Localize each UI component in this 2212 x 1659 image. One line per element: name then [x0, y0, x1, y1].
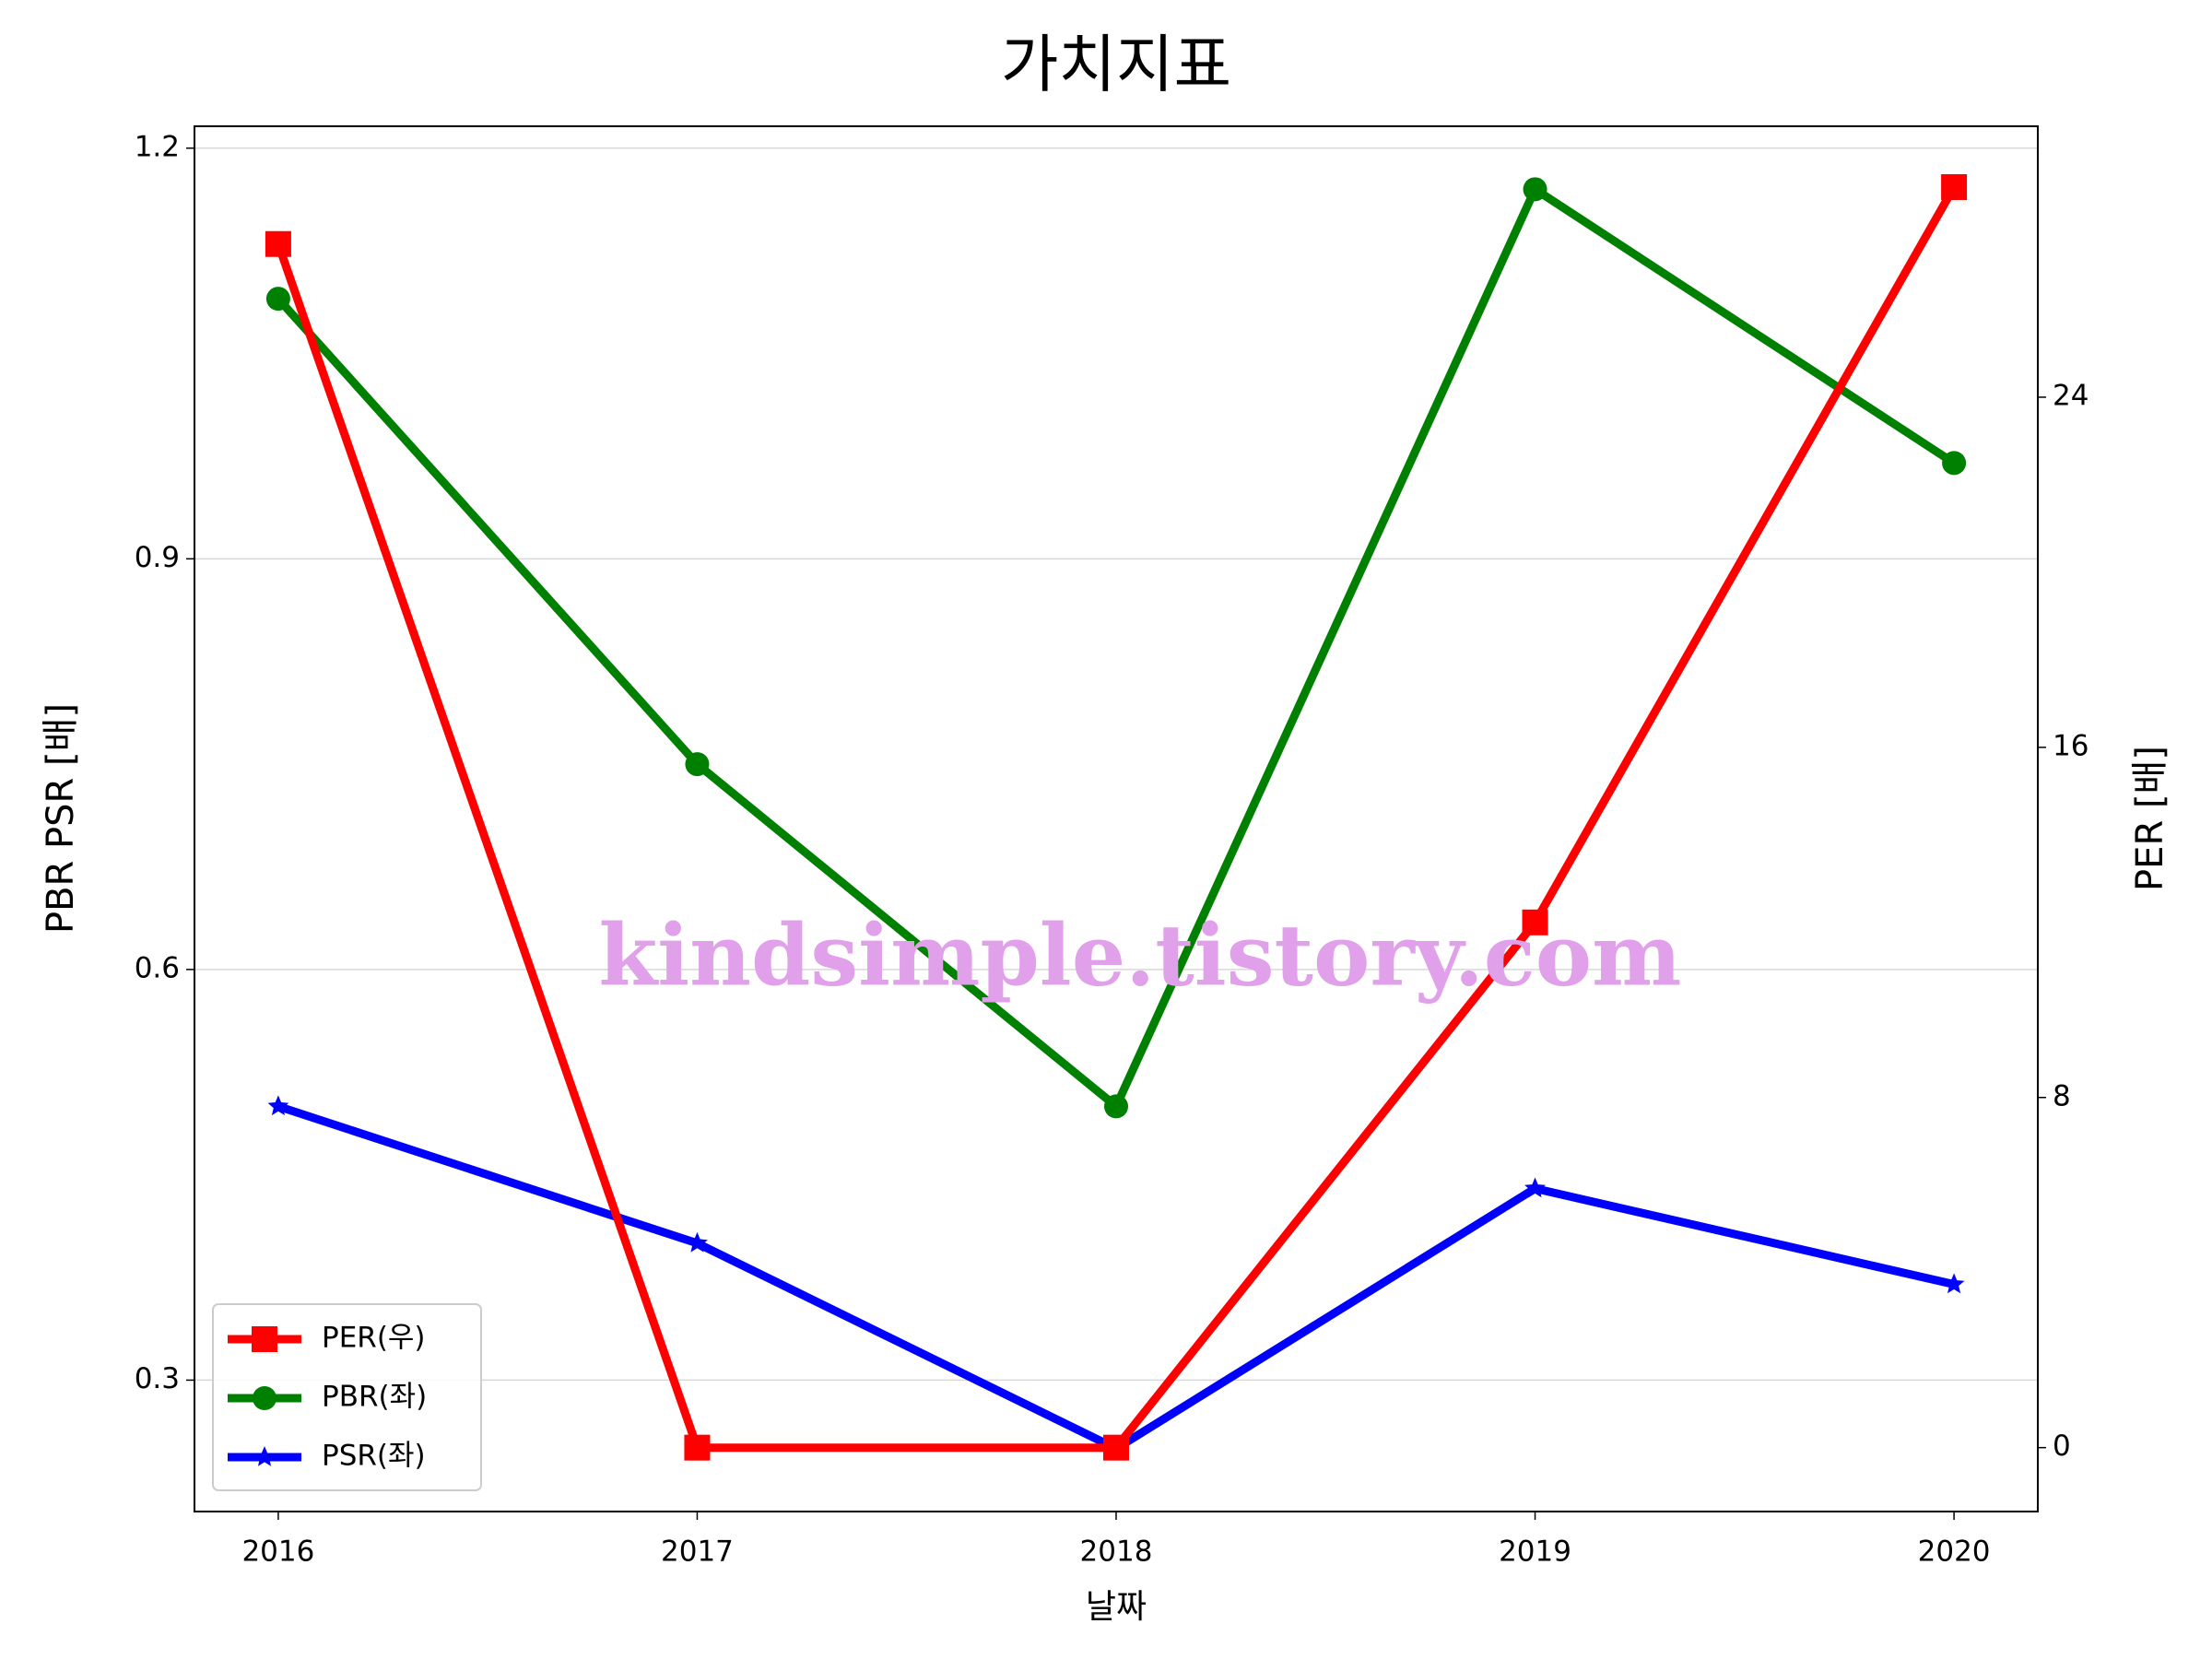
x-tick-label: 2018	[1080, 1535, 1153, 1569]
x-tick-label: 2017	[661, 1535, 734, 1569]
watermark: kindsimple.tistory.com	[598, 906, 1681, 1006]
legend-label: PSR(좌)	[322, 1440, 426, 1473]
y-tick-label: 1.2	[135, 130, 180, 163]
legend-label: PER(우)	[322, 1322, 426, 1355]
x-tick-label: 2016	[241, 1535, 314, 1569]
legend-marker	[252, 1326, 277, 1352]
marker	[265, 287, 290, 312]
marker	[1943, 1273, 1965, 1294]
marker	[1942, 451, 1967, 476]
chart-title: 가치지표	[1001, 29, 1231, 102]
x-tick-label: 2020	[1918, 1535, 1991, 1569]
plot-frame	[194, 125, 2039, 1512]
x-tick-label: 2019	[1499, 1535, 1571, 1569]
legend-marker	[253, 1386, 276, 1410]
x-axis-label: 날짜	[1086, 1588, 1147, 1626]
marker	[267, 1095, 289, 1116]
marker	[1524, 1177, 1546, 1198]
y-tick-label: 0.9	[135, 541, 180, 574]
y2-tick-label: 0	[2053, 1430, 2071, 1463]
marker	[1103, 1434, 1129, 1461]
marker	[685, 752, 710, 777]
marker	[1941, 174, 1968, 201]
legend-label: PBR(좌)	[322, 1381, 427, 1414]
y-tick-label: 0.3	[135, 1362, 180, 1395]
marker	[684, 1434, 711, 1461]
legend-box	[212, 1303, 482, 1491]
y-tick-label: 0.6	[135, 951, 180, 984]
marker	[1522, 909, 1548, 935]
y2-axis-label: PER [배]	[2129, 746, 2171, 891]
y2-tick-label: 24	[2053, 379, 2088, 412]
legend-marker	[253, 1446, 276, 1466]
marker	[1523, 177, 1547, 202]
y2-tick-label: 16	[2053, 729, 2088, 762]
marker	[687, 1231, 708, 1253]
y-axis-label: PBR PSR [배]	[40, 703, 82, 934]
marker	[1104, 1094, 1128, 1119]
marker	[265, 230, 291, 257]
y2-tick-label: 8	[2053, 1079, 2071, 1112]
